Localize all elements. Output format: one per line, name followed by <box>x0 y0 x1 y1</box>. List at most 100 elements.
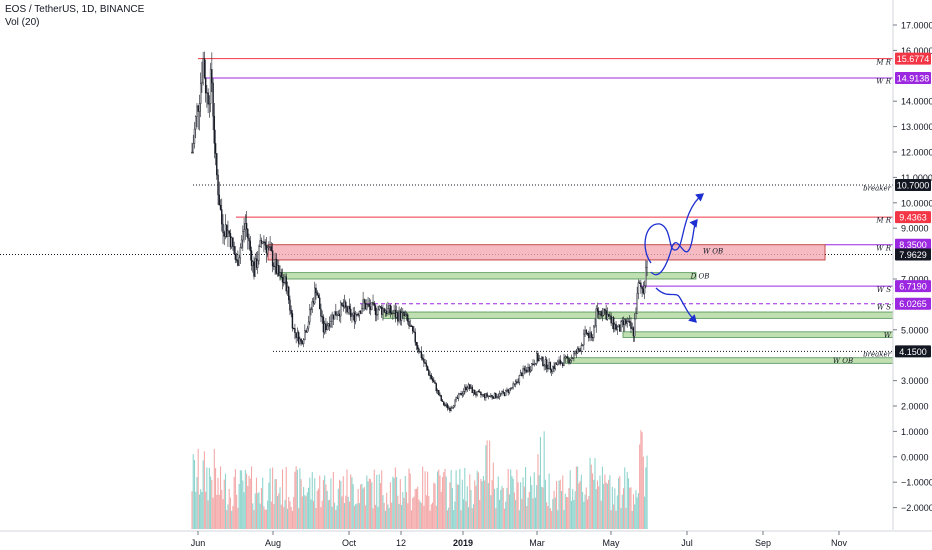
candle-body <box>505 389 507 396</box>
volume-bar <box>450 470 452 529</box>
candle-body <box>430 375 433 379</box>
candle-body <box>255 258 258 268</box>
candle-body <box>449 407 451 411</box>
candle-body <box>537 353 539 362</box>
candle-body <box>629 320 631 323</box>
volume-bar <box>394 467 396 529</box>
price-label-badge <box>895 211 931 224</box>
volume-bar <box>372 508 374 529</box>
volume-bar <box>513 492 515 529</box>
candle-body <box>543 365 545 367</box>
volume-bar <box>232 506 234 529</box>
volume-bar <box>309 477 311 529</box>
time-tick-label: 12 <box>396 538 406 548</box>
volume-bar <box>205 491 207 529</box>
candle-body <box>418 348 420 353</box>
time-tick-label: Sep <box>755 538 771 548</box>
volume-bar <box>525 467 527 529</box>
candle-body <box>496 396 498 398</box>
volume-bar <box>331 506 333 529</box>
candle-body <box>633 318 636 337</box>
volume-bar <box>517 482 519 529</box>
volume-bar <box>572 488 574 529</box>
candle-body <box>270 246 273 251</box>
volume-bar <box>469 474 471 529</box>
candle-body <box>278 265 280 276</box>
volume-bar <box>353 505 355 529</box>
price-label-badge <box>895 238 931 251</box>
volume-bar <box>630 487 632 529</box>
candle-body <box>576 348 579 354</box>
price-label-text: 8.3500 <box>899 240 927 250</box>
volume-bar <box>542 487 544 529</box>
candle-body <box>451 406 454 409</box>
candle-body <box>414 332 416 343</box>
candle-body <box>512 383 514 388</box>
volume-bar <box>578 483 580 529</box>
candle-body <box>359 311 362 314</box>
candle-body <box>599 311 601 315</box>
candle-body <box>470 386 472 389</box>
volume-bar <box>295 466 297 529</box>
volume-bar <box>433 482 435 529</box>
volume-bar <box>611 486 613 529</box>
volume-bar <box>434 483 436 529</box>
weekly-support-zone <box>382 311 894 319</box>
candle-body <box>393 309 395 314</box>
volume-bar <box>275 479 277 529</box>
candle-body <box>197 105 199 112</box>
volume-bar <box>398 503 400 529</box>
candle-body <box>434 381 436 384</box>
candle-body <box>431 378 434 381</box>
price-tick-label: 2.0000 <box>901 402 929 412</box>
volume-bar <box>588 496 590 529</box>
candle-body <box>347 305 349 313</box>
candle-body <box>544 359 547 366</box>
candle-body <box>263 241 265 243</box>
volume-bar <box>223 479 225 529</box>
volume-bar <box>474 480 476 529</box>
volume-bar <box>546 502 548 529</box>
candle-body <box>585 329 588 334</box>
candle-body <box>547 368 549 370</box>
volume-bar <box>215 468 217 529</box>
volume-bar <box>236 494 238 529</box>
candle-body <box>580 345 583 352</box>
candle-body <box>291 313 294 329</box>
candle-body <box>559 359 561 364</box>
bullish-projection-arrow <box>644 193 705 264</box>
volume-bar <box>417 486 419 529</box>
volume-bar <box>500 489 502 529</box>
volume-bar <box>300 479 302 529</box>
candlesticks <box>191 51 648 413</box>
candle-body <box>610 315 612 324</box>
volume-bar <box>502 487 504 529</box>
volume-bar <box>195 491 197 529</box>
candle-body <box>265 245 268 254</box>
candle-body <box>325 323 327 331</box>
candle-body <box>511 387 513 389</box>
volume-bar <box>378 474 380 529</box>
volume-bar <box>237 507 239 529</box>
volume-bar <box>384 510 386 529</box>
candle-body <box>540 356 543 359</box>
volume-bar <box>301 496 303 529</box>
candle-body <box>439 394 441 396</box>
candle-body <box>364 303 367 310</box>
candle-body <box>626 321 628 324</box>
volume-bar <box>444 468 446 529</box>
volume-bar <box>527 497 529 529</box>
candle-body <box>529 369 532 372</box>
volume-bar <box>439 475 441 529</box>
volume-bar <box>193 459 196 529</box>
price-axis[interactable]: 17.0000 16.0000 14.0000 13.0000 12.0000 11.00… <box>892 0 932 530</box>
volume-bar <box>231 510 233 529</box>
volume-bar <box>371 482 373 529</box>
candle-body <box>354 314 357 322</box>
candle-body <box>352 312 354 316</box>
candle-body <box>224 224 227 237</box>
volume-bar <box>585 487 587 529</box>
time-axis[interactable]: Jun Aug Oct 12 2019 Mar May Jul Sep Nov <box>0 530 932 548</box>
candle-body <box>413 330 415 333</box>
